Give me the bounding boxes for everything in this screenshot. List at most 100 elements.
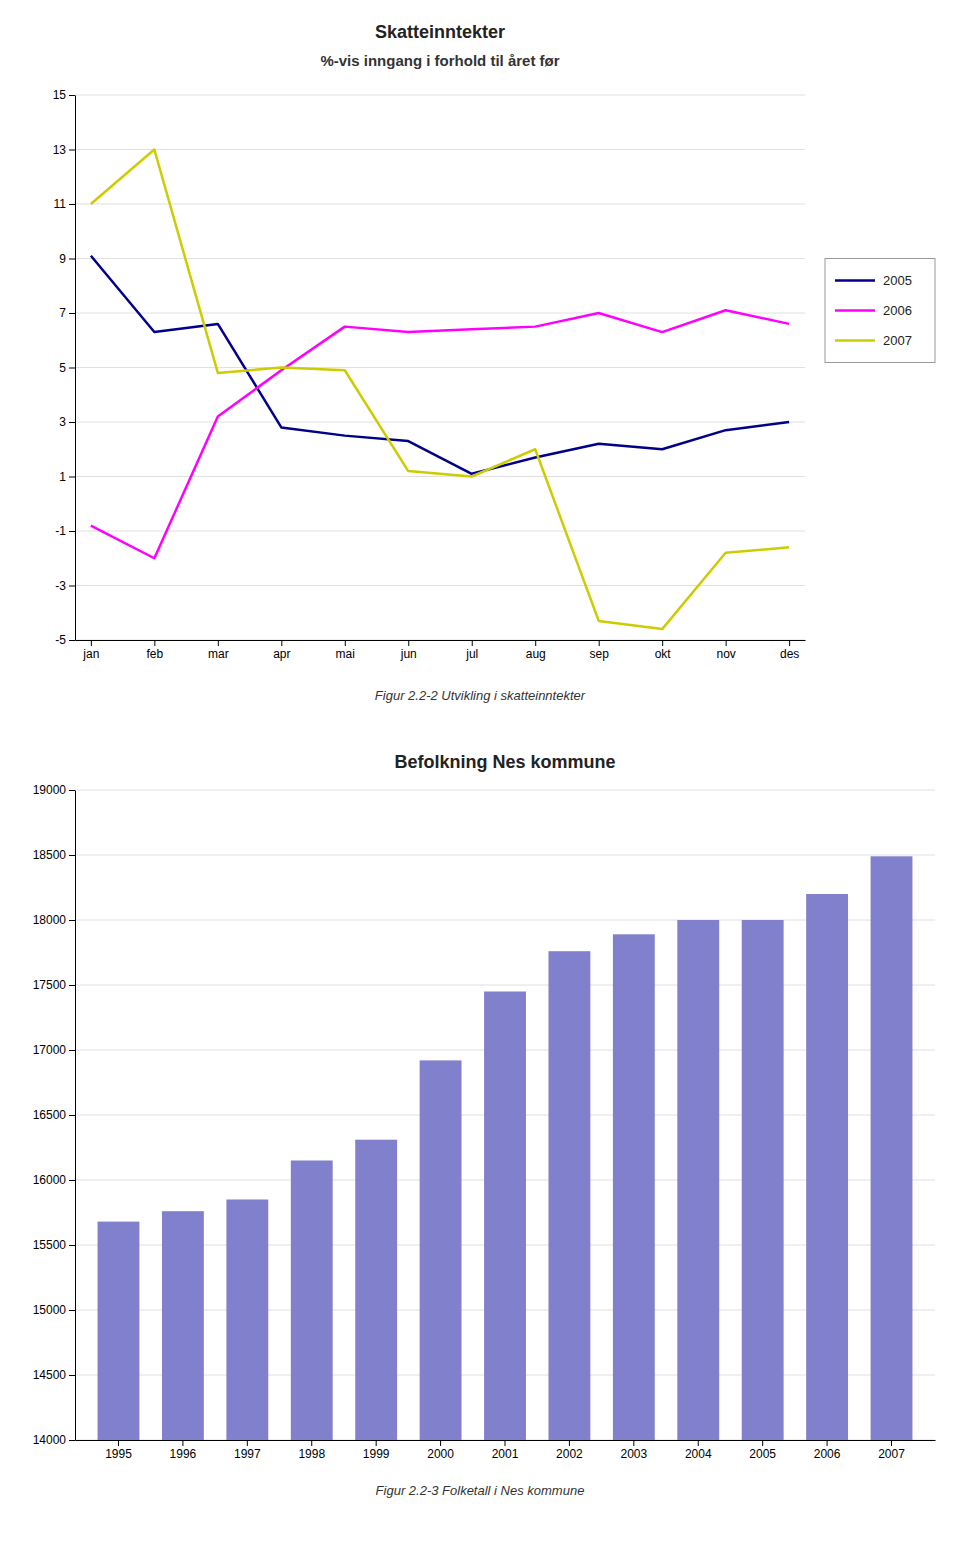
tick-mark <box>345 640 346 646</box>
page: Skatteinntekter %-vis inngang i forhold t… <box>0 0 960 1543</box>
tick: 2007 <box>878 1440 905 1461</box>
tick-label: 2006 <box>814 1447 841 1461</box>
tick-mark <box>440 1440 441 1446</box>
tick-mark <box>569 1440 570 1446</box>
tick-mark <box>376 1440 377 1446</box>
tick-mark <box>505 1440 506 1446</box>
grid-line <box>75 422 805 423</box>
chart-title: Skatteinntekter <box>375 22 505 42</box>
tick: 16000 <box>33 1173 75 1187</box>
tick-label: 7 <box>59 306 66 320</box>
tick: mar <box>208 640 229 661</box>
tick-label: 1997 <box>234 1447 261 1461</box>
grid-line <box>75 367 805 368</box>
grid-line <box>75 95 805 96</box>
x-axis: janfebmaraprmaijunjulaugsepoktnovdes <box>76 640 806 661</box>
tick-label: 17500 <box>33 978 67 992</box>
tick: 2005 <box>749 1440 776 1461</box>
tick-label: jan <box>82 647 99 661</box>
tick: -3 <box>55 579 75 593</box>
legend-label: 2007 <box>883 333 912 348</box>
tick-label: des <box>780 647 799 661</box>
tick-label: -1 <box>55 524 66 538</box>
tick-mark <box>69 1180 75 1181</box>
y-axis: 1400014500150001550016000165001700017500… <box>33 783 76 1447</box>
tick: okt <box>655 640 672 661</box>
tick: -5 <box>55 633 75 647</box>
bar <box>806 894 848 1440</box>
tick-label: mar <box>208 647 229 661</box>
tick-label: nov <box>716 647 735 661</box>
bar <box>226 1200 268 1441</box>
caption: Figur 2.2-3 Folketall i Nes kommune <box>376 1483 585 1498</box>
tick-mark <box>69 368 75 369</box>
plot-area: -5-3-113579111315janfebmaraprmaijunjulau… <box>53 88 806 660</box>
tick-mark <box>69 1245 75 1246</box>
tick-mark <box>118 1440 119 1446</box>
tick: jul <box>465 640 478 661</box>
legend-label: 2006 <box>883 303 912 318</box>
tick-mark <box>599 640 600 646</box>
tick-mark <box>827 1440 828 1446</box>
tick-mark <box>891 1440 892 1446</box>
bar <box>484 992 526 1441</box>
bar <box>162 1211 204 1440</box>
tick-mark <box>69 1375 75 1376</box>
tick-mark <box>218 640 219 646</box>
tick-label: 14500 <box>33 1368 67 1382</box>
tick: des <box>780 640 799 661</box>
tick-mark <box>535 640 536 646</box>
tick: jun <box>400 640 417 661</box>
tick-mark <box>69 640 75 641</box>
tick-label: 2004 <box>685 1447 712 1461</box>
tick-mark <box>789 640 790 646</box>
tick: nov <box>716 640 735 661</box>
tick-mark <box>311 1440 312 1446</box>
tick-mark <box>69 422 75 423</box>
tick-label: 18000 <box>33 913 67 927</box>
x-axis: 1995199619971998199920002001200220032004… <box>76 1440 936 1461</box>
tick-label: sep <box>590 647 610 661</box>
tick: 2002 <box>556 1440 583 1461</box>
tick-mark <box>69 790 75 791</box>
tick-mark <box>726 640 727 646</box>
tick-mark <box>182 1440 183 1446</box>
tick-mark <box>69 1050 75 1051</box>
tick-label: 16500 <box>33 1108 67 1122</box>
bar <box>613 934 655 1440</box>
tick-mark <box>69 95 75 96</box>
legend-swatch <box>835 309 875 312</box>
tick-mark <box>69 985 75 986</box>
chart-title: Befolkning Nes kommune <box>394 752 615 772</box>
tick-label: -3 <box>55 579 66 593</box>
tick: aug <box>526 640 546 661</box>
tick-mark <box>69 1115 75 1116</box>
tick-mark <box>69 920 75 921</box>
plot-area: 1400014500150001550016000165001700017500… <box>33 783 936 1543</box>
tick: 15000 <box>33 1303 75 1317</box>
tick: 19000 <box>33 783 75 797</box>
tick-mark <box>69 855 75 856</box>
caption: Figur 2.2-2 Utvikling i skatteinntekter <box>375 688 586 703</box>
tick-label: -5 <box>55 633 66 647</box>
tick-mark <box>633 1440 634 1446</box>
grid-line <box>75 585 805 586</box>
tick: 1997 <box>234 1440 261 1461</box>
tick: 2001 <box>492 1440 519 1461</box>
tick: -1 <box>55 524 75 538</box>
tick: mai <box>336 640 355 661</box>
tick-label: 2002 <box>556 1447 583 1461</box>
tick-mark <box>69 531 75 532</box>
tick: 1 <box>59 470 75 484</box>
grid-line <box>75 985 935 986</box>
tick-label: 18500 <box>33 848 67 862</box>
tick-mark <box>247 1440 248 1446</box>
tick-mark <box>69 150 75 151</box>
chart-subtitle: %-vis inngang i forhold til året før <box>320 52 559 69</box>
tick-label: 16000 <box>33 1173 67 1187</box>
tick-label: 2001 <box>492 1447 519 1461</box>
tick-label: 5 <box>59 361 66 375</box>
tick-mark <box>698 1440 699 1446</box>
tick-label: jul <box>465 647 478 661</box>
tick-label: apr <box>273 647 290 661</box>
